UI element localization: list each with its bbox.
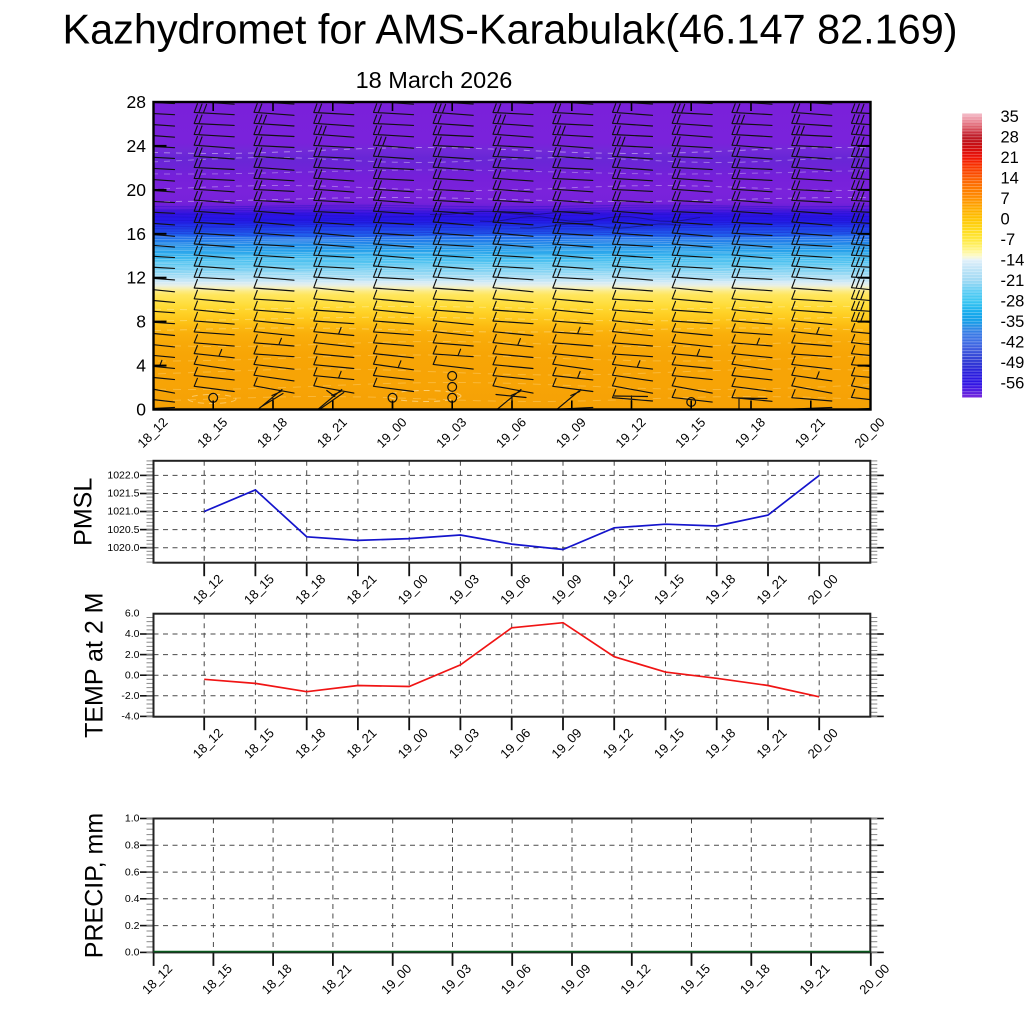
svg-text:8: 8 [136, 312, 146, 332]
svg-text:21: 21 [1001, 149, 1019, 167]
svg-text:28: 28 [127, 92, 146, 112]
svg-text:0.2: 0.2 [125, 920, 140, 932]
svg-text:7: 7 [1001, 190, 1010, 208]
svg-text:28: 28 [1001, 129, 1019, 147]
svg-text:2.0: 2.0 [125, 649, 140, 661]
svg-text:18 March 2026: 18 March 2026 [356, 67, 513, 93]
svg-text:-2.0: -2.0 [121, 690, 139, 702]
svg-text:14: 14 [1001, 170, 1019, 188]
svg-text:-35: -35 [1001, 313, 1024, 331]
svg-text:20: 20 [127, 180, 147, 200]
svg-text:-7: -7 [1001, 231, 1016, 249]
svg-text:0.8: 0.8 [125, 840, 140, 852]
svg-text:0.6: 0.6 [125, 866, 140, 878]
svg-text:-56: -56 [1001, 374, 1024, 392]
svg-text:1021.5: 1021.5 [107, 488, 139, 500]
svg-text:-14: -14 [1001, 252, 1024, 270]
svg-text:24: 24 [127, 136, 147, 156]
svg-text:35: 35 [1001, 108, 1019, 126]
svg-text:1020.0: 1020.0 [107, 542, 139, 554]
svg-text:0: 0 [1001, 211, 1010, 229]
svg-text:16: 16 [127, 224, 146, 244]
svg-text:PRECIP, mm: PRECIP, mm [81, 813, 109, 958]
svg-text:1022.0: 1022.0 [107, 470, 139, 482]
svg-text:Kazhydromet for AMS-Karabulak(: Kazhydromet for AMS-Karabulak(46.147 82.… [63, 7, 958, 53]
svg-text:1020.5: 1020.5 [107, 524, 139, 536]
svg-text:-49: -49 [1001, 354, 1024, 372]
svg-text:0.0: 0.0 [125, 669, 140, 681]
svg-text:-42: -42 [1001, 334, 1024, 352]
svg-text:TEMP at 2 M: TEMP at 2 M [80, 592, 108, 737]
svg-text:0: 0 [136, 400, 146, 420]
svg-text:4.0: 4.0 [125, 628, 140, 640]
svg-text:-4.0: -4.0 [121, 711, 139, 723]
svg-text:0.0: 0.0 [125, 947, 140, 959]
svg-text:12: 12 [127, 268, 146, 288]
svg-text:1021.0: 1021.0 [107, 506, 139, 518]
svg-text:-28: -28 [1001, 293, 1024, 311]
svg-text:6.0: 6.0 [125, 608, 140, 620]
svg-text:0.4: 0.4 [125, 893, 140, 905]
svg-text:1.0: 1.0 [125, 813, 140, 825]
svg-text:-21: -21 [1001, 272, 1024, 290]
svg-text:PMSL: PMSL [70, 478, 98, 546]
svg-text:4: 4 [136, 356, 146, 376]
